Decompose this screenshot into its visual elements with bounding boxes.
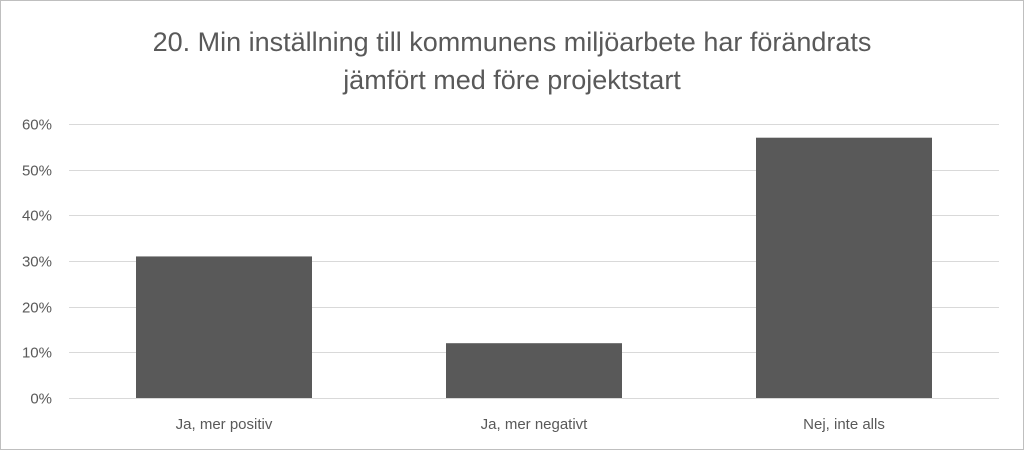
- x-tick-label: Ja, mer positiv: [176, 416, 273, 433]
- y-tick-label: 30%: [22, 254, 52, 271]
- bar: [136, 256, 312, 398]
- chart-title-line-1: 20. Min inställning till kommunens miljö…: [152, 27, 872, 57]
- y-tick-label: 50%: [22, 163, 52, 180]
- y-tick-label: 40%: [22, 208, 52, 225]
- y-tick-label: 0%: [30, 391, 52, 408]
- chart-title: 20. Min inställning till kommunens miljö…: [1, 23, 1023, 99]
- y-tick-label: 60%: [22, 117, 52, 134]
- chart-title-line-2: jämfört med före projektstart: [343, 65, 681, 95]
- y-tick-label: 20%: [22, 300, 52, 317]
- x-tick-label: Nej, inte alls: [803, 416, 885, 433]
- y-tick-label: 10%: [22, 345, 52, 362]
- x-tick-label: Ja, mer negativt: [481, 416, 589, 433]
- bar: [756, 137, 932, 398]
- bar: [446, 343, 622, 398]
